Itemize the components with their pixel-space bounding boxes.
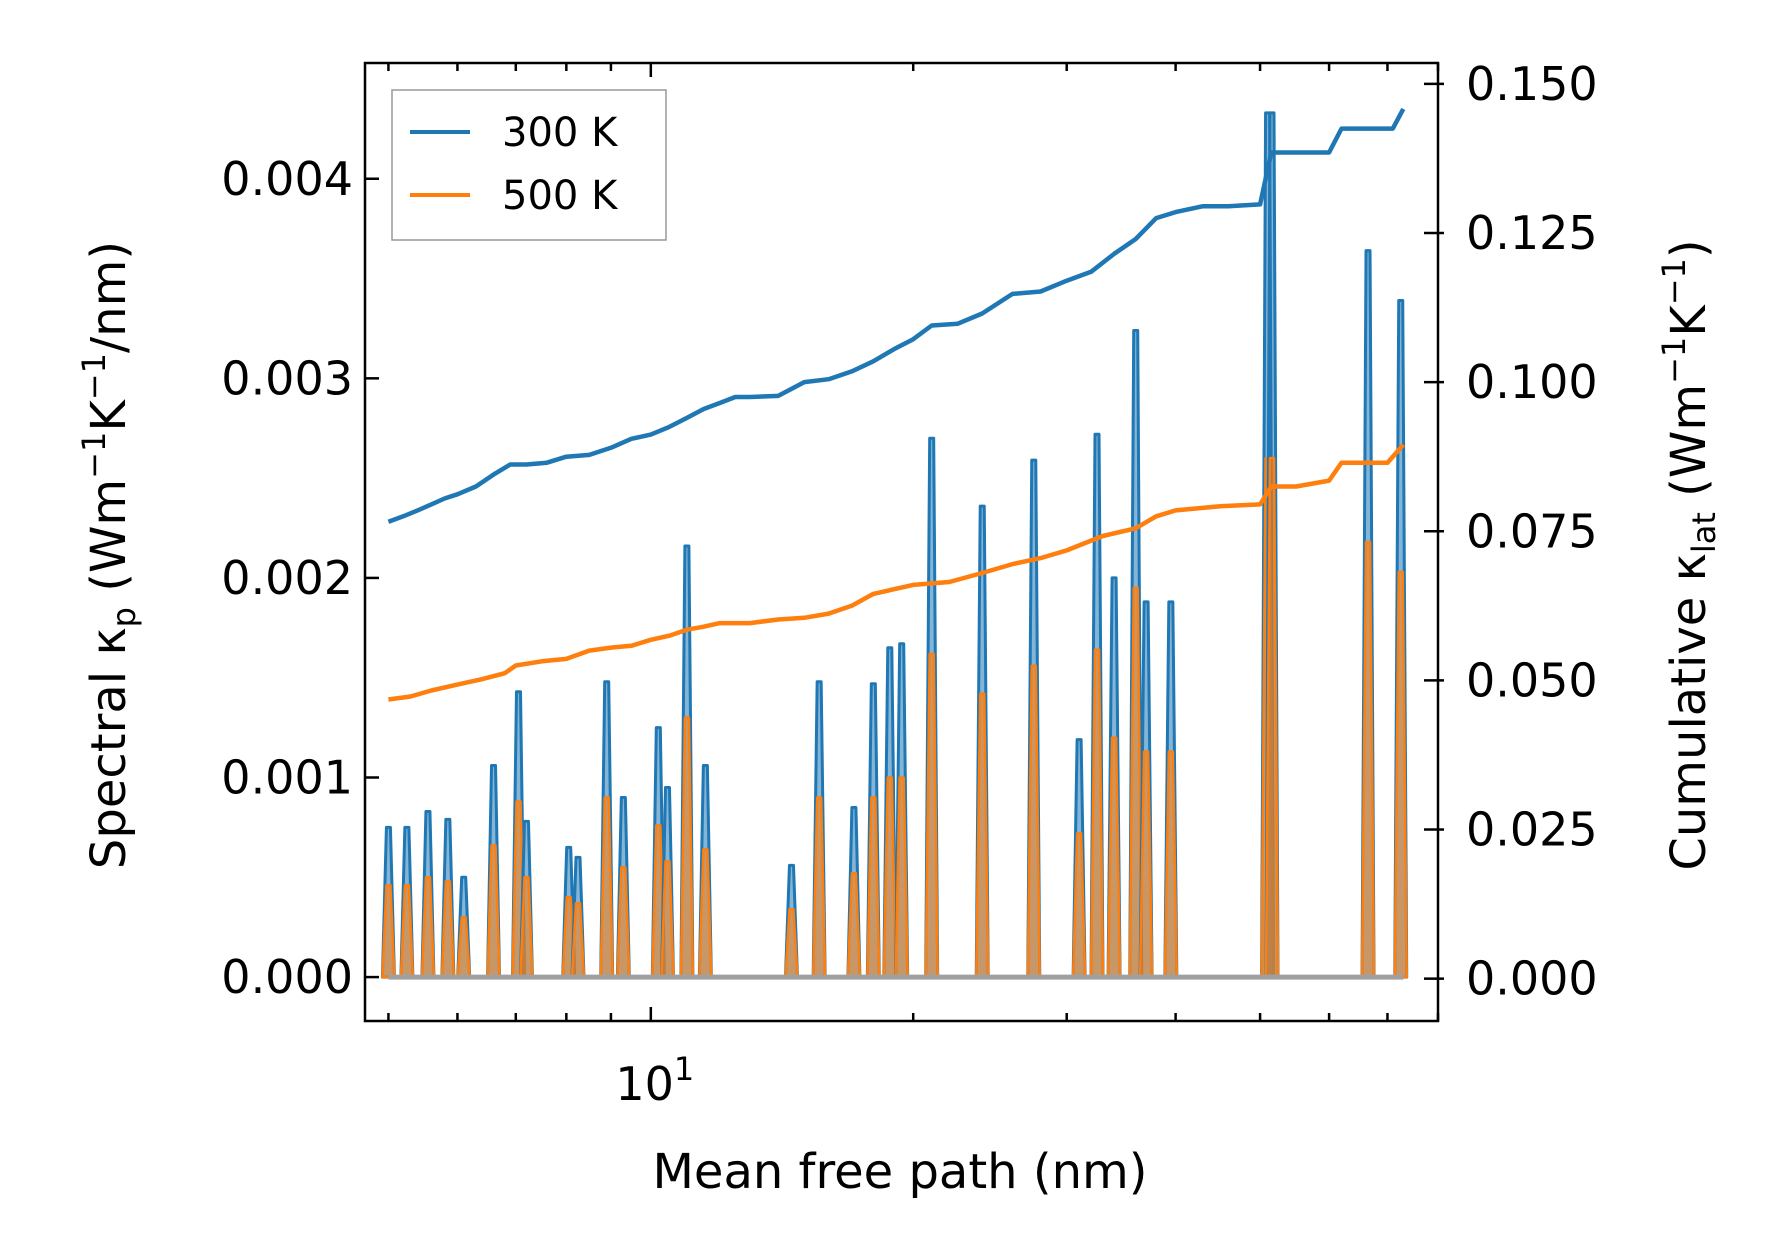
y-left-label-pre: Spectral κ [81, 627, 137, 869]
plot-frame [363, 61, 1440, 1023]
legend-frame [391, 89, 667, 241]
y-axis-right-label: Cumulative κlat (Wm−1K−1) [1655, 239, 1723, 870]
y-right-label-sub: lat [1685, 512, 1723, 553]
y-right-tick-label: 0.125 [1466, 206, 1598, 260]
cumulative-line-500k [388, 443, 1405, 702]
cumulative-layer [387, 107, 1406, 702]
legend: 300 K 500 K [391, 89, 667, 241]
y-left-label-post-c: /nm) [81, 241, 137, 353]
y-left-tick-label: 0.002 [221, 551, 353, 605]
x-tick-label-base: 10 [615, 1057, 674, 1111]
y-right-label-pre: Cumulative κ [1661, 553, 1717, 871]
y-right-label-sup1: −1 [1655, 337, 1693, 384]
y-left-tick-label: 0.004 [221, 152, 353, 206]
legend-label-500k: 500 K [502, 173, 619, 219]
ticklabel-layer: 101 0.000 0.001 0.002 0.003 0.004 0.000 0.025 0.… [221, 57, 1597, 1111]
y-right-tick-label: 0.050 [1466, 653, 1598, 707]
y-left-label-sup1: −1 [75, 432, 113, 479]
y-right-label-post-a: (Wm [1661, 384, 1717, 512]
ticks-layer [365, 63, 1444, 1021]
y-axis-left-label: Spectral κp (Wm−1K−1/nm) [75, 241, 143, 869]
x-tick-label-exp: 1 [674, 1050, 694, 1088]
y-right-tick-label: 0.100 [1466, 355, 1598, 409]
x-axis-label: Mean free path (nm) [653, 1144, 1148, 1200]
y-left-label-sub: p [105, 607, 143, 627]
y-right-tick-label: 0.000 [1466, 952, 1598, 1006]
cumulative-line-300k [387, 107, 1406, 524]
y-right-tick-label: 0.075 [1466, 504, 1598, 558]
y-left-label-post-b: K [81, 399, 137, 432]
y-left-tick-label: 0.000 [221, 950, 353, 1004]
legend-label-300k: 300 K [502, 110, 619, 156]
spectral-layer [380, 111, 1409, 980]
y-right-label-sup2: −1 [1655, 258, 1693, 305]
y-left-tick-label: 0.001 [221, 751, 353, 805]
y-left-label-post-a: (Wm [81, 479, 137, 607]
y-right-label-post-b: K [1661, 304, 1717, 337]
x-tick-label: 101 [615, 1050, 694, 1111]
y-right-tick-label: 0.150 [1466, 57, 1598, 111]
y-right-tick-label: 0.025 [1466, 803, 1598, 857]
y-left-label-sup2: −1 [75, 353, 113, 400]
y-right-label-post-c: ) [1661, 239, 1717, 258]
y-left-tick-label: 0.003 [221, 351, 353, 405]
